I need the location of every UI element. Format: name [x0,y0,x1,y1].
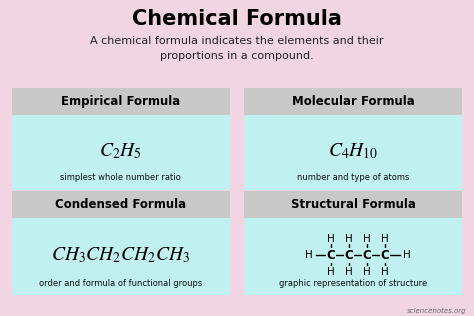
Text: $C_4H_{10}$: $C_4H_{10}$ [328,141,378,161]
Text: number and type of atoms: number and type of atoms [297,173,410,182]
FancyBboxPatch shape [244,191,462,218]
Text: proportions in a compound.: proportions in a compound. [160,51,314,61]
Text: H: H [327,267,335,276]
Text: C: C [345,249,353,262]
Text: C: C [381,249,389,262]
Text: $C_2H_5$: $C_2H_5$ [100,141,142,161]
Text: H: H [403,250,411,260]
FancyBboxPatch shape [244,218,462,295]
Text: H: H [363,267,371,276]
FancyBboxPatch shape [12,191,230,218]
Text: A chemical formula indicates the elements and their: A chemical formula indicates the element… [90,36,384,46]
Text: H: H [305,250,313,260]
Text: Structural Formula: Structural Formula [291,198,416,211]
Text: H: H [345,267,353,276]
Text: graphic representation of structure: graphic representation of structure [279,279,427,288]
Text: C: C [363,249,371,262]
Text: C: C [327,249,335,262]
Text: Condensed Formula: Condensed Formula [55,198,186,211]
Text: H: H [381,234,389,244]
Text: H: H [327,234,335,244]
FancyBboxPatch shape [12,115,230,190]
Text: H: H [363,234,371,244]
Text: sciencenotes.org: sciencenotes.org [407,308,467,314]
Text: Chemical Formula: Chemical Formula [132,9,342,29]
FancyBboxPatch shape [12,218,230,295]
FancyBboxPatch shape [12,88,230,115]
Text: simplest whole number ratio: simplest whole number ratio [61,173,181,182]
Text: Empirical Formula: Empirical Formula [61,95,181,108]
FancyBboxPatch shape [244,88,462,115]
Text: H: H [381,267,389,276]
Text: $CH_3CH_2CH_2CH_3$: $CH_3CH_2CH_2CH_3$ [51,245,191,265]
FancyBboxPatch shape [244,115,462,190]
Text: H: H [345,234,353,244]
Text: Molecular Formula: Molecular Formula [292,95,414,108]
Text: order and formula of functional groups: order and formula of functional groups [39,279,202,288]
